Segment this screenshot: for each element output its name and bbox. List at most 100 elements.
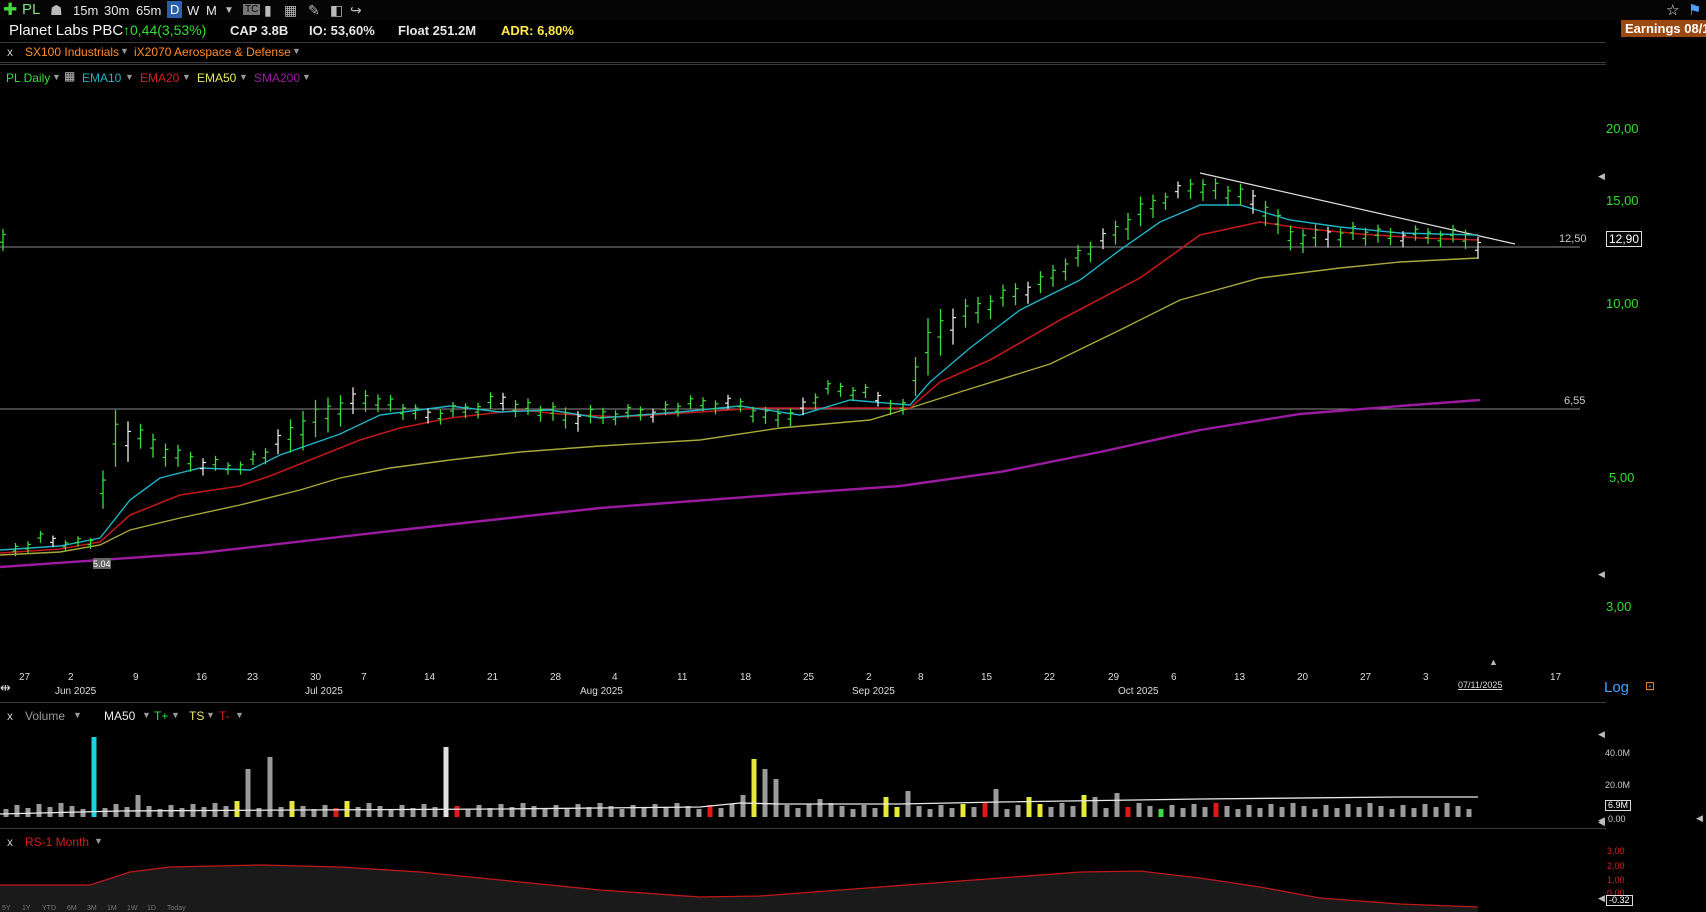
- bars-icon[interactable]: ▮: [264, 2, 272, 18]
- volume-bar: [674, 803, 680, 817]
- month-label: Oct 2025: [1118, 686, 1159, 697]
- range-button-6m[interactable]: 6M: [67, 905, 77, 912]
- table-icon[interactable]: ▦: [64, 69, 76, 83]
- plus-icon[interactable]: ✚: [3, 0, 18, 19]
- sma200-legend[interactable]: SMA200: [254, 71, 301, 85]
- log-scale-button[interactable]: Log: [1604, 679, 1630, 696]
- rs-label: 3,00: [1607, 846, 1625, 856]
- earnings-badge[interactable]: Earnings 08/1: [1621, 20, 1706, 37]
- volume-ma-legend[interactable]: MA50: [104, 709, 136, 723]
- date-tick-label: 23: [247, 672, 259, 683]
- ts-legend[interactable]: TS: [189, 709, 205, 723]
- scroll-marker-icon[interactable]: ◀: [1696, 813, 1703, 823]
- volume-bar: [795, 808, 801, 817]
- timeframe-w[interactable]: W: [187, 3, 200, 18]
- volume-bar: [1312, 809, 1318, 817]
- range-button-1w[interactable]: 1W: [127, 905, 138, 912]
- ema20-legend[interactable]: EMA20: [140, 71, 180, 85]
- range-button-3m[interactable]: 3M: [87, 905, 97, 912]
- volume-bar: [1400, 805, 1406, 817]
- star-icon[interactable]: ☆: [1666, 2, 1680, 19]
- volume-bar: [1466, 809, 1472, 817]
- timeframe-d[interactable]: D: [167, 1, 183, 18]
- group-close-button[interactable]: x: [7, 45, 13, 59]
- scroll-marker-icon[interactable]: ◀: [1598, 817, 1605, 827]
- chevron-down-icon[interactable]: ▼: [302, 72, 311, 82]
- scroll-marker-icon[interactable]: ◀: [1598, 815, 1605, 825]
- chevron-down-icon[interactable]: ▼: [206, 710, 215, 720]
- ema10-legend[interactable]: EMA10: [82, 71, 122, 85]
- scroll-marker-icon[interactable]: ◀: [1598, 569, 1605, 579]
- volume-bar: [806, 804, 812, 817]
- range-button-1y[interactable]: 1Y: [22, 905, 31, 912]
- scroll-marker-icon[interactable]: ▲: [1489, 657, 1498, 667]
- separator: [0, 62, 1606, 63]
- separator: [0, 64, 1606, 65]
- scroll-marker-icon[interactable]: ◀: [1598, 729, 1605, 739]
- rs-close-button[interactable]: x: [7, 835, 13, 849]
- scroll-marker-icon[interactable]: ◀: [1598, 171, 1605, 181]
- timeframe-65m[interactable]: 65m: [136, 3, 162, 18]
- t-plus-legend[interactable]: T+: [154, 709, 169, 723]
- industry-sector[interactable]: SX100 Industrials: [25, 45, 120, 59]
- layout-icon[interactable]: ◧: [330, 2, 344, 18]
- chevron-down-icon[interactable]: ▼: [120, 46, 129, 56]
- chart-type-icon[interactable]: ☗: [50, 2, 63, 18]
- volume-bar: [828, 803, 834, 817]
- volume-bar: [542, 809, 548, 817]
- volume-bar: [949, 808, 955, 817]
- chevron-down-icon[interactable]: ▼: [94, 836, 103, 846]
- volume-bar: [1103, 808, 1109, 817]
- range-button-5y[interactable]: 5Y: [2, 905, 11, 912]
- range-button-1m[interactable]: 1M: [107, 905, 117, 912]
- volume-bar: [553, 805, 559, 817]
- chevron-down-icon[interactable]: ▼: [125, 72, 134, 82]
- share-icon[interactable]: ↪: [350, 2, 362, 18]
- chevron-down-icon[interactable]: ▼: [171, 710, 180, 720]
- chevron-down-icon[interactable]: ▼: [73, 710, 82, 720]
- industry-group[interactable]: iX2070 Aerospace & Defense: [134, 45, 291, 59]
- lock-icon[interactable]: ⊡: [1645, 679, 1656, 693]
- volume-bar: [993, 789, 999, 817]
- symbol-input[interactable]: PL: [22, 1, 41, 18]
- range-button-1d[interactable]: 1D: [147, 905, 156, 912]
- scroll-marker-icon[interactable]: ◀: [1598, 893, 1605, 903]
- institutional-ownership: IO: 53,60%: [309, 23, 375, 38]
- chevron-down-icon[interactable]: ▼: [292, 46, 301, 56]
- timeframe-m[interactable]: M: [206, 3, 217, 18]
- volume-bar: [872, 808, 878, 817]
- timeframe-15m[interactable]: 15m: [73, 3, 99, 18]
- chevron-down-icon[interactable]: ▼: [239, 72, 248, 82]
- grid-icon[interactable]: ▦: [284, 2, 298, 18]
- volume-bar: [916, 806, 922, 817]
- bar-style-icon[interactable]: TC: [243, 4, 261, 15]
- volume-bar: [740, 795, 746, 817]
- pencil-icon[interactable]: ✎: [308, 2, 320, 18]
- timeframe-30m[interactable]: 30m: [104, 3, 130, 18]
- chevron-down-icon[interactable]: ▼: [52, 72, 61, 82]
- t-minus-legend[interactable]: T-: [219, 709, 230, 723]
- volume-title[interactable]: Volume: [25, 709, 66, 723]
- chevron-down-icon[interactable]: ▼: [235, 710, 244, 720]
- expand-arrows-icon[interactable]: ⇹: [0, 680, 11, 695]
- volume-bar: [696, 809, 702, 817]
- chevron-down-icon[interactable]: ▼: [224, 5, 234, 16]
- adr: ADR: 6,80%: [501, 23, 574, 38]
- volume-bar: [234, 801, 240, 817]
- chevron-down-icon[interactable]: ▼: [142, 710, 151, 720]
- price-label: 15,00: [1606, 193, 1639, 208]
- volume-close-button[interactable]: x: [7, 709, 13, 723]
- flag-icon[interactable]: ⚑: [1688, 2, 1702, 19]
- rs-title[interactable]: RS-1 Month: [25, 835, 90, 849]
- volume-bar: [201, 807, 207, 817]
- ticker-legend[interactable]: PL Daily: [6, 71, 51, 85]
- price-change: ↑0,44(3,53%): [123, 22, 207, 38]
- range-button-today[interactable]: Today: [167, 905, 186, 912]
- chevron-down-icon[interactable]: ▼: [182, 72, 191, 82]
- volume-bar: [663, 807, 669, 817]
- ema50-legend[interactable]: EMA50: [197, 71, 237, 85]
- range-button-ytd[interactable]: YTD: [42, 905, 56, 912]
- volume-bar: [630, 805, 636, 817]
- volume-bar: [223, 806, 229, 817]
